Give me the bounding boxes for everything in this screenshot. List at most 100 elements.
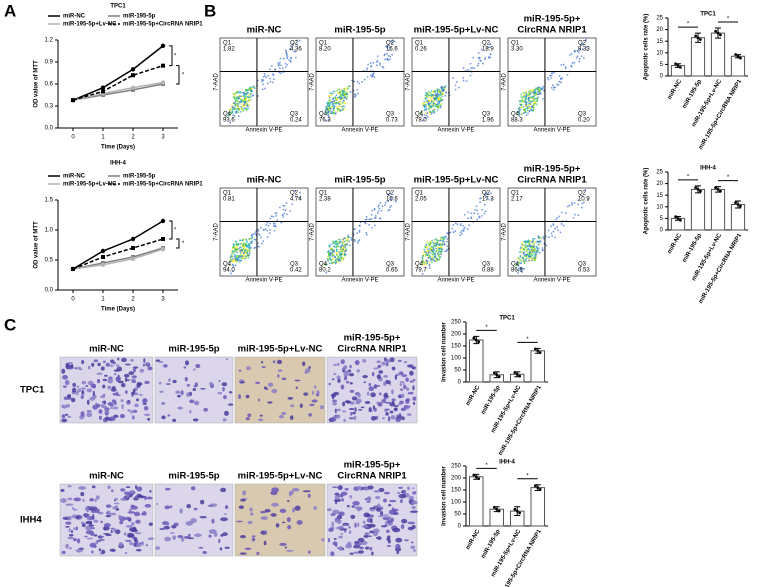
event-dot: [523, 109, 525, 111]
cell: [391, 389, 394, 394]
cell: [121, 383, 126, 387]
cell: [264, 541, 267, 546]
event-dot: [440, 97, 442, 99]
cell: [258, 399, 260, 402]
event-dot: [350, 91, 352, 93]
cell: [72, 507, 74, 510]
cell: [399, 413, 401, 417]
quadrant-value: 93.6: [223, 118, 235, 124]
cell: [413, 549, 415, 551]
cell: [267, 401, 272, 403]
y-tick-label: 25: [656, 170, 663, 176]
event-dot: [521, 94, 523, 96]
event-dot: [282, 67, 284, 69]
cell: [362, 359, 366, 363]
cell: [140, 383, 142, 385]
cell: [88, 366, 91, 370]
cell: [114, 406, 118, 409]
event-dot: [232, 251, 234, 253]
cell: [354, 523, 356, 528]
event-dot: [247, 107, 249, 109]
event-dot: [342, 258, 344, 260]
event-dot: [265, 224, 267, 226]
cell: [67, 537, 74, 539]
cell: [347, 505, 350, 508]
y-tick-label: 0.3: [45, 104, 54, 110]
event-dot: [335, 243, 337, 245]
cell: [225, 547, 230, 549]
x-tick-label: miR-NC: [667, 78, 684, 101]
event-dot: [374, 208, 376, 210]
event-dot: [382, 205, 384, 207]
cell: [164, 537, 171, 542]
event-dot: [583, 57, 585, 59]
event-dot: [376, 64, 378, 66]
cell: [65, 414, 68, 416]
cell: [411, 501, 418, 505]
event-dot: [526, 251, 528, 253]
point: [161, 219, 165, 223]
cell: [65, 503, 73, 505]
replicate-dot: [739, 205, 742, 208]
cell: [313, 506, 317, 510]
event-dot: [538, 86, 540, 88]
event-dot: [242, 255, 244, 257]
event-dot: [428, 267, 430, 269]
quadrant-value: 18.9: [482, 47, 494, 53]
cell: [211, 519, 214, 524]
event-dot: [525, 247, 527, 249]
cell: [79, 369, 83, 371]
cell: [373, 368, 378, 370]
event-dot: [246, 89, 248, 91]
y-tick-label: 10: [656, 50, 663, 56]
replicate-dot: [737, 203, 740, 206]
event-dot: [248, 257, 250, 259]
cell: [358, 538, 365, 542]
event-dot: [234, 115, 236, 117]
cell: [363, 521, 366, 524]
cell: [110, 513, 117, 516]
event-dot: [239, 239, 241, 241]
cell: [125, 552, 128, 554]
cell: [142, 398, 147, 403]
cell: [200, 500, 204, 505]
event-dot: [528, 102, 530, 104]
event-dot: [442, 99, 444, 101]
event-dot: [427, 257, 429, 259]
cell: [145, 363, 150, 365]
cell: [65, 526, 70, 528]
event-dot: [426, 250, 428, 252]
event-dot: [259, 234, 261, 236]
event-dot: [525, 240, 527, 242]
event-dot: [542, 236, 544, 238]
cell: [147, 418, 150, 421]
event-dot: [252, 86, 254, 88]
cell: [190, 518, 196, 523]
cell: [124, 532, 127, 535]
event-dot: [536, 103, 538, 105]
cell: [356, 369, 360, 372]
cell: [349, 373, 354, 376]
event-dot: [243, 242, 245, 244]
event-dot: [441, 88, 443, 90]
event-dot: [329, 245, 331, 247]
event-dot: [528, 91, 530, 93]
cell: [91, 550, 93, 553]
event-dot: [233, 96, 235, 98]
event-dot: [386, 58, 388, 60]
cell: [116, 377, 120, 381]
event-dot: [329, 102, 331, 104]
cell: [115, 529, 120, 534]
legend-label: miR-195-5p: [123, 174, 156, 180]
cell: [389, 510, 396, 515]
event-dot: [235, 99, 237, 101]
cell: [383, 517, 389, 521]
event-dot: [330, 244, 332, 246]
cell: [73, 538, 77, 541]
cell: [99, 548, 101, 551]
cell: [218, 392, 223, 394]
x-tick-label: 2: [131, 135, 135, 141]
event-dot: [240, 252, 242, 254]
cell: [126, 486, 131, 488]
event-dot: [425, 112, 427, 114]
